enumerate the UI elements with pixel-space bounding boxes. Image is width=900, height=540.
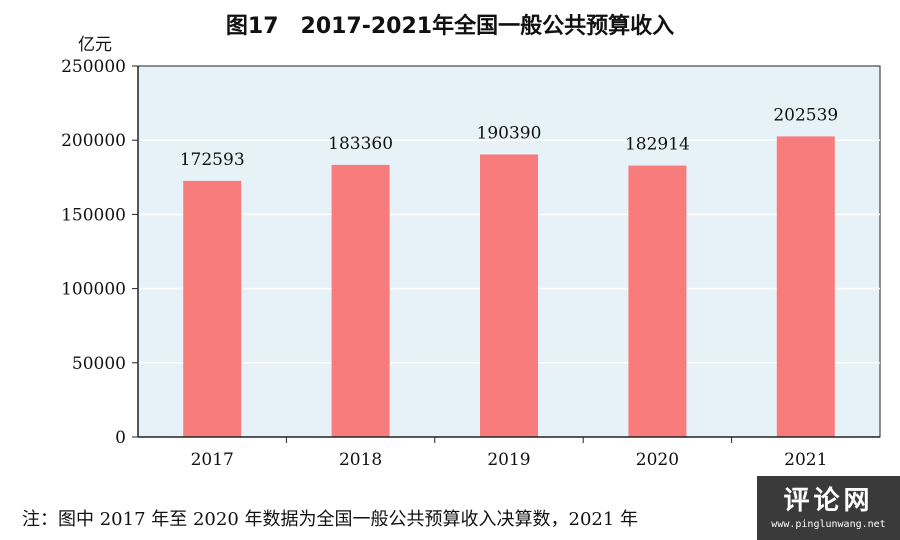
y-tick-label: 150000 xyxy=(61,205,126,225)
y-tick-label: 250000 xyxy=(61,57,126,77)
x-tick-label: 2017 xyxy=(191,450,234,470)
x-tick-label: 2018 xyxy=(339,450,382,470)
bar xyxy=(480,154,538,437)
x-tick-label: 2019 xyxy=(487,450,530,470)
y-tick-label: 100000 xyxy=(61,280,126,300)
y-tick-label: 50000 xyxy=(72,354,126,374)
y-tick-label: 200000 xyxy=(61,131,126,151)
bar-value-label: 202539 xyxy=(773,105,838,125)
y-tick-label: 0 xyxy=(115,428,126,448)
bar-value-label: 172593 xyxy=(180,150,245,170)
y-axis-unit-label: 亿元 xyxy=(78,35,112,55)
watermark-logo: 评论网 www.pinglunwang.net xyxy=(757,476,900,540)
bar xyxy=(776,136,835,437)
bar-value-label: 183360 xyxy=(328,134,393,154)
bar-value-label: 190390 xyxy=(477,123,542,143)
footnote: 注：图中 2017 年至 2020 年数据为全国一般公共预算收入决算数，2021… xyxy=(22,509,639,530)
bar xyxy=(628,165,687,438)
bar xyxy=(183,180,242,437)
x-tick-label: 2021 xyxy=(784,450,827,470)
bar-value-label: 182914 xyxy=(625,135,690,155)
x-tick-label: 2020 xyxy=(636,450,679,470)
chart-title: 图17 2017-2021年全国一般公共预算收入 xyxy=(225,14,675,39)
watermark-name: 评论网 xyxy=(783,486,874,516)
watermark-url: www.pinglunwang.net xyxy=(771,519,886,530)
bar-chart: 0 50000 100000 150000 200000 250000 172593 2017… xyxy=(61,57,881,470)
bar xyxy=(331,164,390,438)
